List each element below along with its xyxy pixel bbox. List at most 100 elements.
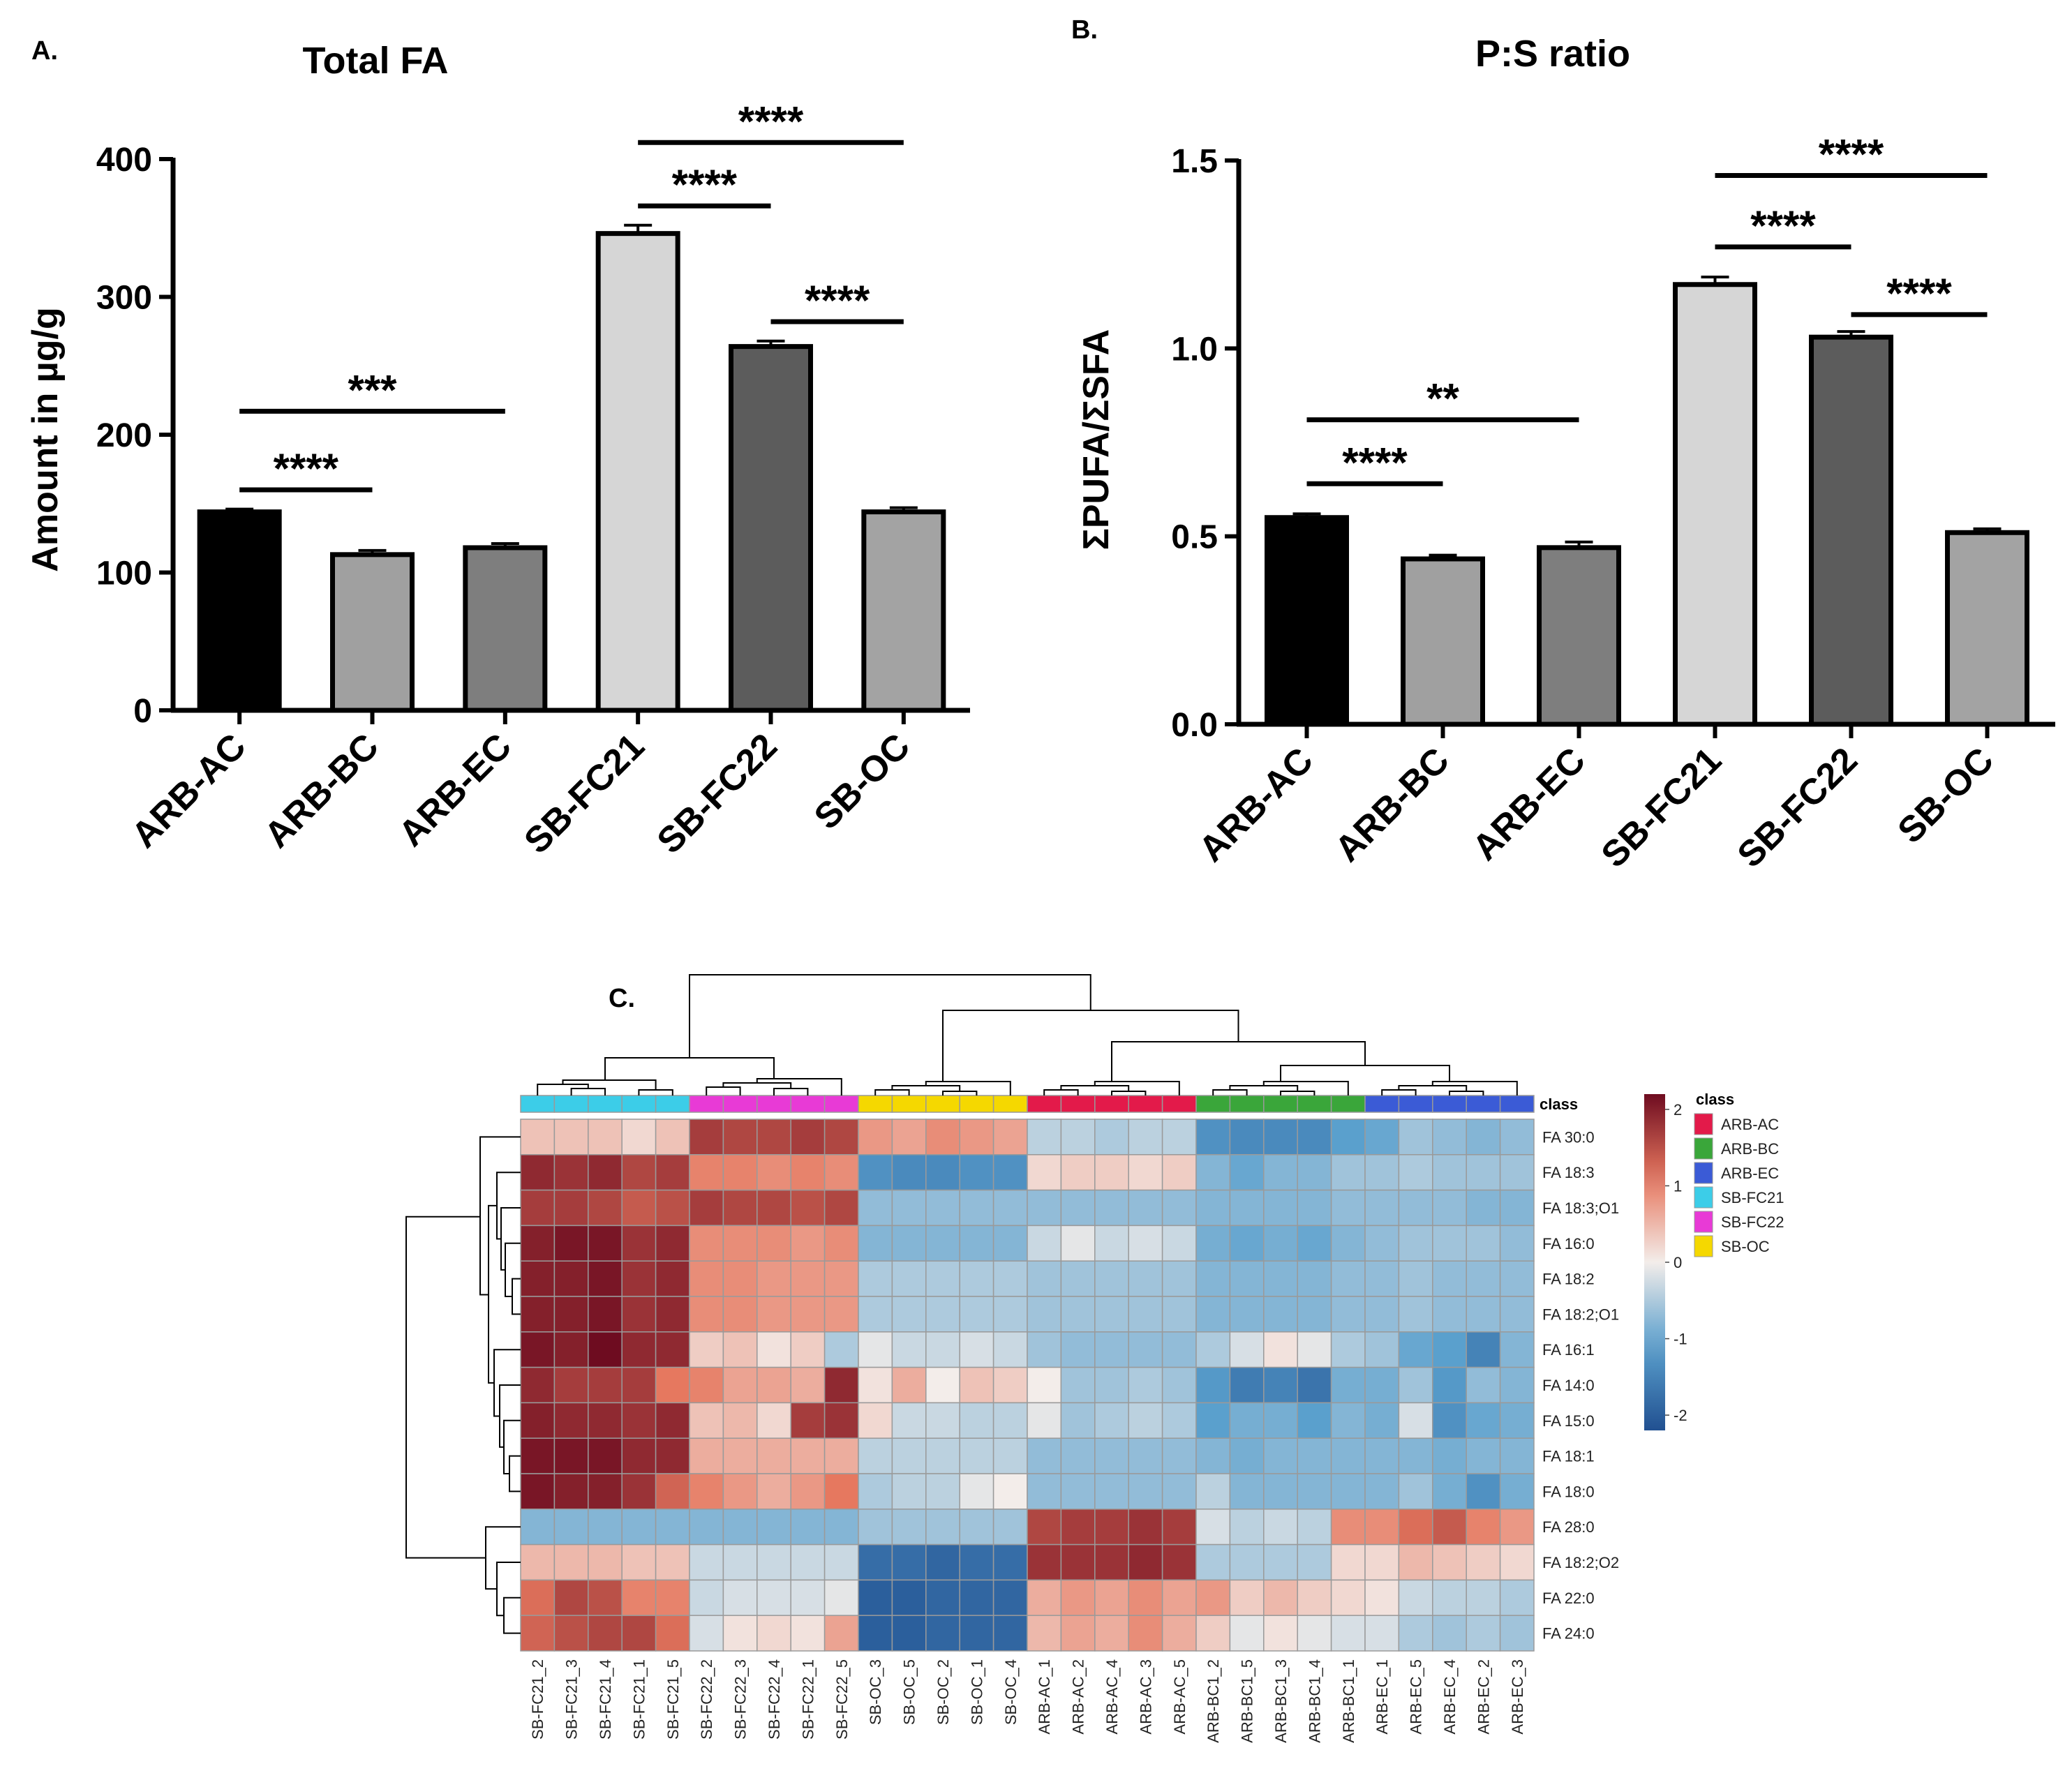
- heatmap-cell: [1195, 1473, 1231, 1510]
- heatmap-cell: [925, 1154, 960, 1191]
- heatmap-cell: [1094, 1366, 1129, 1404]
- heatmap-cell: [1128, 1296, 1163, 1333]
- heatmap-cell: [1128, 1543, 1163, 1581]
- heatmap-cell: [1466, 1402, 1501, 1439]
- heatmap-cell: [1094, 1615, 1129, 1652]
- heatmap-cell: [1027, 1119, 1062, 1155]
- heatmap-cell: [823, 1615, 859, 1652]
- bar-arb-ac: [197, 509, 282, 713]
- heatmap-cell: [1297, 1225, 1332, 1262]
- heatmap-cell: [1499, 1119, 1535, 1155]
- heatmap-cell: [588, 1615, 623, 1652]
- heatmap-cell: [1027, 1615, 1062, 1652]
- heatmap-row-label: FA 28:0: [1542, 1518, 1595, 1536]
- bar-sb-fc22: [1809, 334, 1893, 727]
- class-bar-cell: [1499, 1095, 1535, 1113]
- bar-sb-oc: [1945, 530, 2029, 727]
- row-dendrogram-branch: [512, 1278, 521, 1315]
- heatmap-cell: [1398, 1473, 1433, 1510]
- class-bar-cell: [959, 1095, 994, 1113]
- heatmap-cell: [959, 1615, 994, 1652]
- column-dendrogram-branch: [756, 1078, 842, 1095]
- heatmap-cell: [520, 1402, 556, 1439]
- heatmap-cell: [959, 1543, 994, 1581]
- heatmap-cell: [553, 1154, 589, 1191]
- heatmap-cell: [891, 1366, 927, 1404]
- heatmap-cell: [790, 1225, 826, 1262]
- significance-stars: ****: [805, 277, 870, 324]
- heatmap-cell: [655, 1331, 690, 1368]
- heatmap-cell: [1398, 1260, 1433, 1297]
- heatmap-cell: [621, 1473, 657, 1510]
- colorbar-tick-label: 1: [1674, 1177, 1682, 1195]
- heatmap-cell: [1499, 1509, 1535, 1546]
- heatmap-cell: [1060, 1473, 1096, 1510]
- heatmap-cell: [891, 1437, 927, 1474]
- heatmap-cell: [553, 1260, 589, 1297]
- heatmap-cell: [1060, 1543, 1096, 1581]
- heatmap-cell: [1027, 1225, 1062, 1262]
- heatmap-cell: [722, 1579, 758, 1616]
- heatmap-column-label: ARB-BC1_3: [1272, 1659, 1290, 1743]
- heatmap-cell: [1297, 1296, 1332, 1333]
- heatmap-cell: [992, 1189, 1028, 1227]
- heatmap-cell: [891, 1260, 927, 1297]
- heatmap-cell: [1364, 1331, 1400, 1368]
- heatmap-cell: [588, 1437, 623, 1474]
- heatmap-cell: [621, 1331, 657, 1368]
- row-dendrogram-branch: [496, 1562, 521, 1617]
- heatmap-cell: [621, 1189, 657, 1227]
- class-bar-cell: [823, 1095, 859, 1113]
- column-dendrogram-branch: [1111, 1091, 1147, 1095]
- legend-swatch-arb-ac: [1694, 1113, 1713, 1135]
- heatmap-cell: [1128, 1119, 1163, 1155]
- heatmap-column-label: ARB-AC_1: [1036, 1659, 1053, 1735]
- heatmap-cell: [1398, 1509, 1433, 1546]
- heatmap-cell: [1432, 1189, 1467, 1227]
- heatmap-cell: [1027, 1509, 1062, 1546]
- bar-arb-ec: [1537, 545, 1621, 727]
- heatmap-cell: [1128, 1402, 1163, 1439]
- heatmap-cell: [1432, 1579, 1467, 1616]
- heatmap-cell: [689, 1366, 724, 1404]
- x-tick-label: ARB-EC: [391, 726, 519, 854]
- class-bar-cell: [1466, 1095, 1501, 1113]
- heatmap-cell: [689, 1296, 724, 1333]
- heatmap-cell: [722, 1296, 758, 1333]
- y-tick-label: 0.5: [1171, 519, 1218, 556]
- heatmap-cell: [1263, 1225, 1298, 1262]
- heatmap-cell: [891, 1402, 927, 1439]
- heatmap-cell: [756, 1296, 791, 1333]
- heatmap-cell: [655, 1473, 690, 1510]
- colorbar-tick-label: -2: [1674, 1407, 1687, 1424]
- heatmap-cell: [1297, 1154, 1332, 1191]
- y-tick-label: 100: [96, 555, 152, 592]
- heatmap-cell: [1466, 1119, 1501, 1155]
- significance-stars: ****: [274, 445, 339, 492]
- heatmap-row-label: FA 18:2;O2: [1542, 1554, 1619, 1571]
- heatmap-cell: [1432, 1437, 1467, 1474]
- class-bar-cell: [1060, 1095, 1096, 1113]
- colorbar-tick-label: 0: [1674, 1254, 1682, 1271]
- heatmap-cell: [858, 1225, 893, 1262]
- heatmap-row-label: FA 24:0: [1542, 1625, 1595, 1643]
- heatmap-cell: [722, 1509, 758, 1546]
- heatmap-cell: [1161, 1473, 1197, 1510]
- heatmap-cell: [1060, 1260, 1096, 1297]
- heatmap-cell: [1263, 1119, 1298, 1155]
- class-bar-cell: [1364, 1095, 1400, 1113]
- heatmap-cell: [1094, 1509, 1129, 1546]
- heatmap-cell: [588, 1402, 623, 1439]
- legend-label: SB-FC22: [1721, 1213, 1784, 1231]
- heatmap-cell: [1094, 1331, 1129, 1368]
- heatmap-cell: [1432, 1366, 1467, 1404]
- heatmap-cell: [1263, 1260, 1298, 1297]
- heatmap-cell: [790, 1402, 826, 1439]
- heatmap-cell: [1229, 1189, 1265, 1227]
- heatmap-cell: [553, 1119, 589, 1155]
- heatmap-cell: [1297, 1331, 1332, 1368]
- heatmap-cell: [1094, 1437, 1129, 1474]
- heatmap-cell: [722, 1189, 758, 1227]
- column-dendrogram-branch: [1212, 1089, 1248, 1095]
- heatmap-cell: [1128, 1473, 1163, 1510]
